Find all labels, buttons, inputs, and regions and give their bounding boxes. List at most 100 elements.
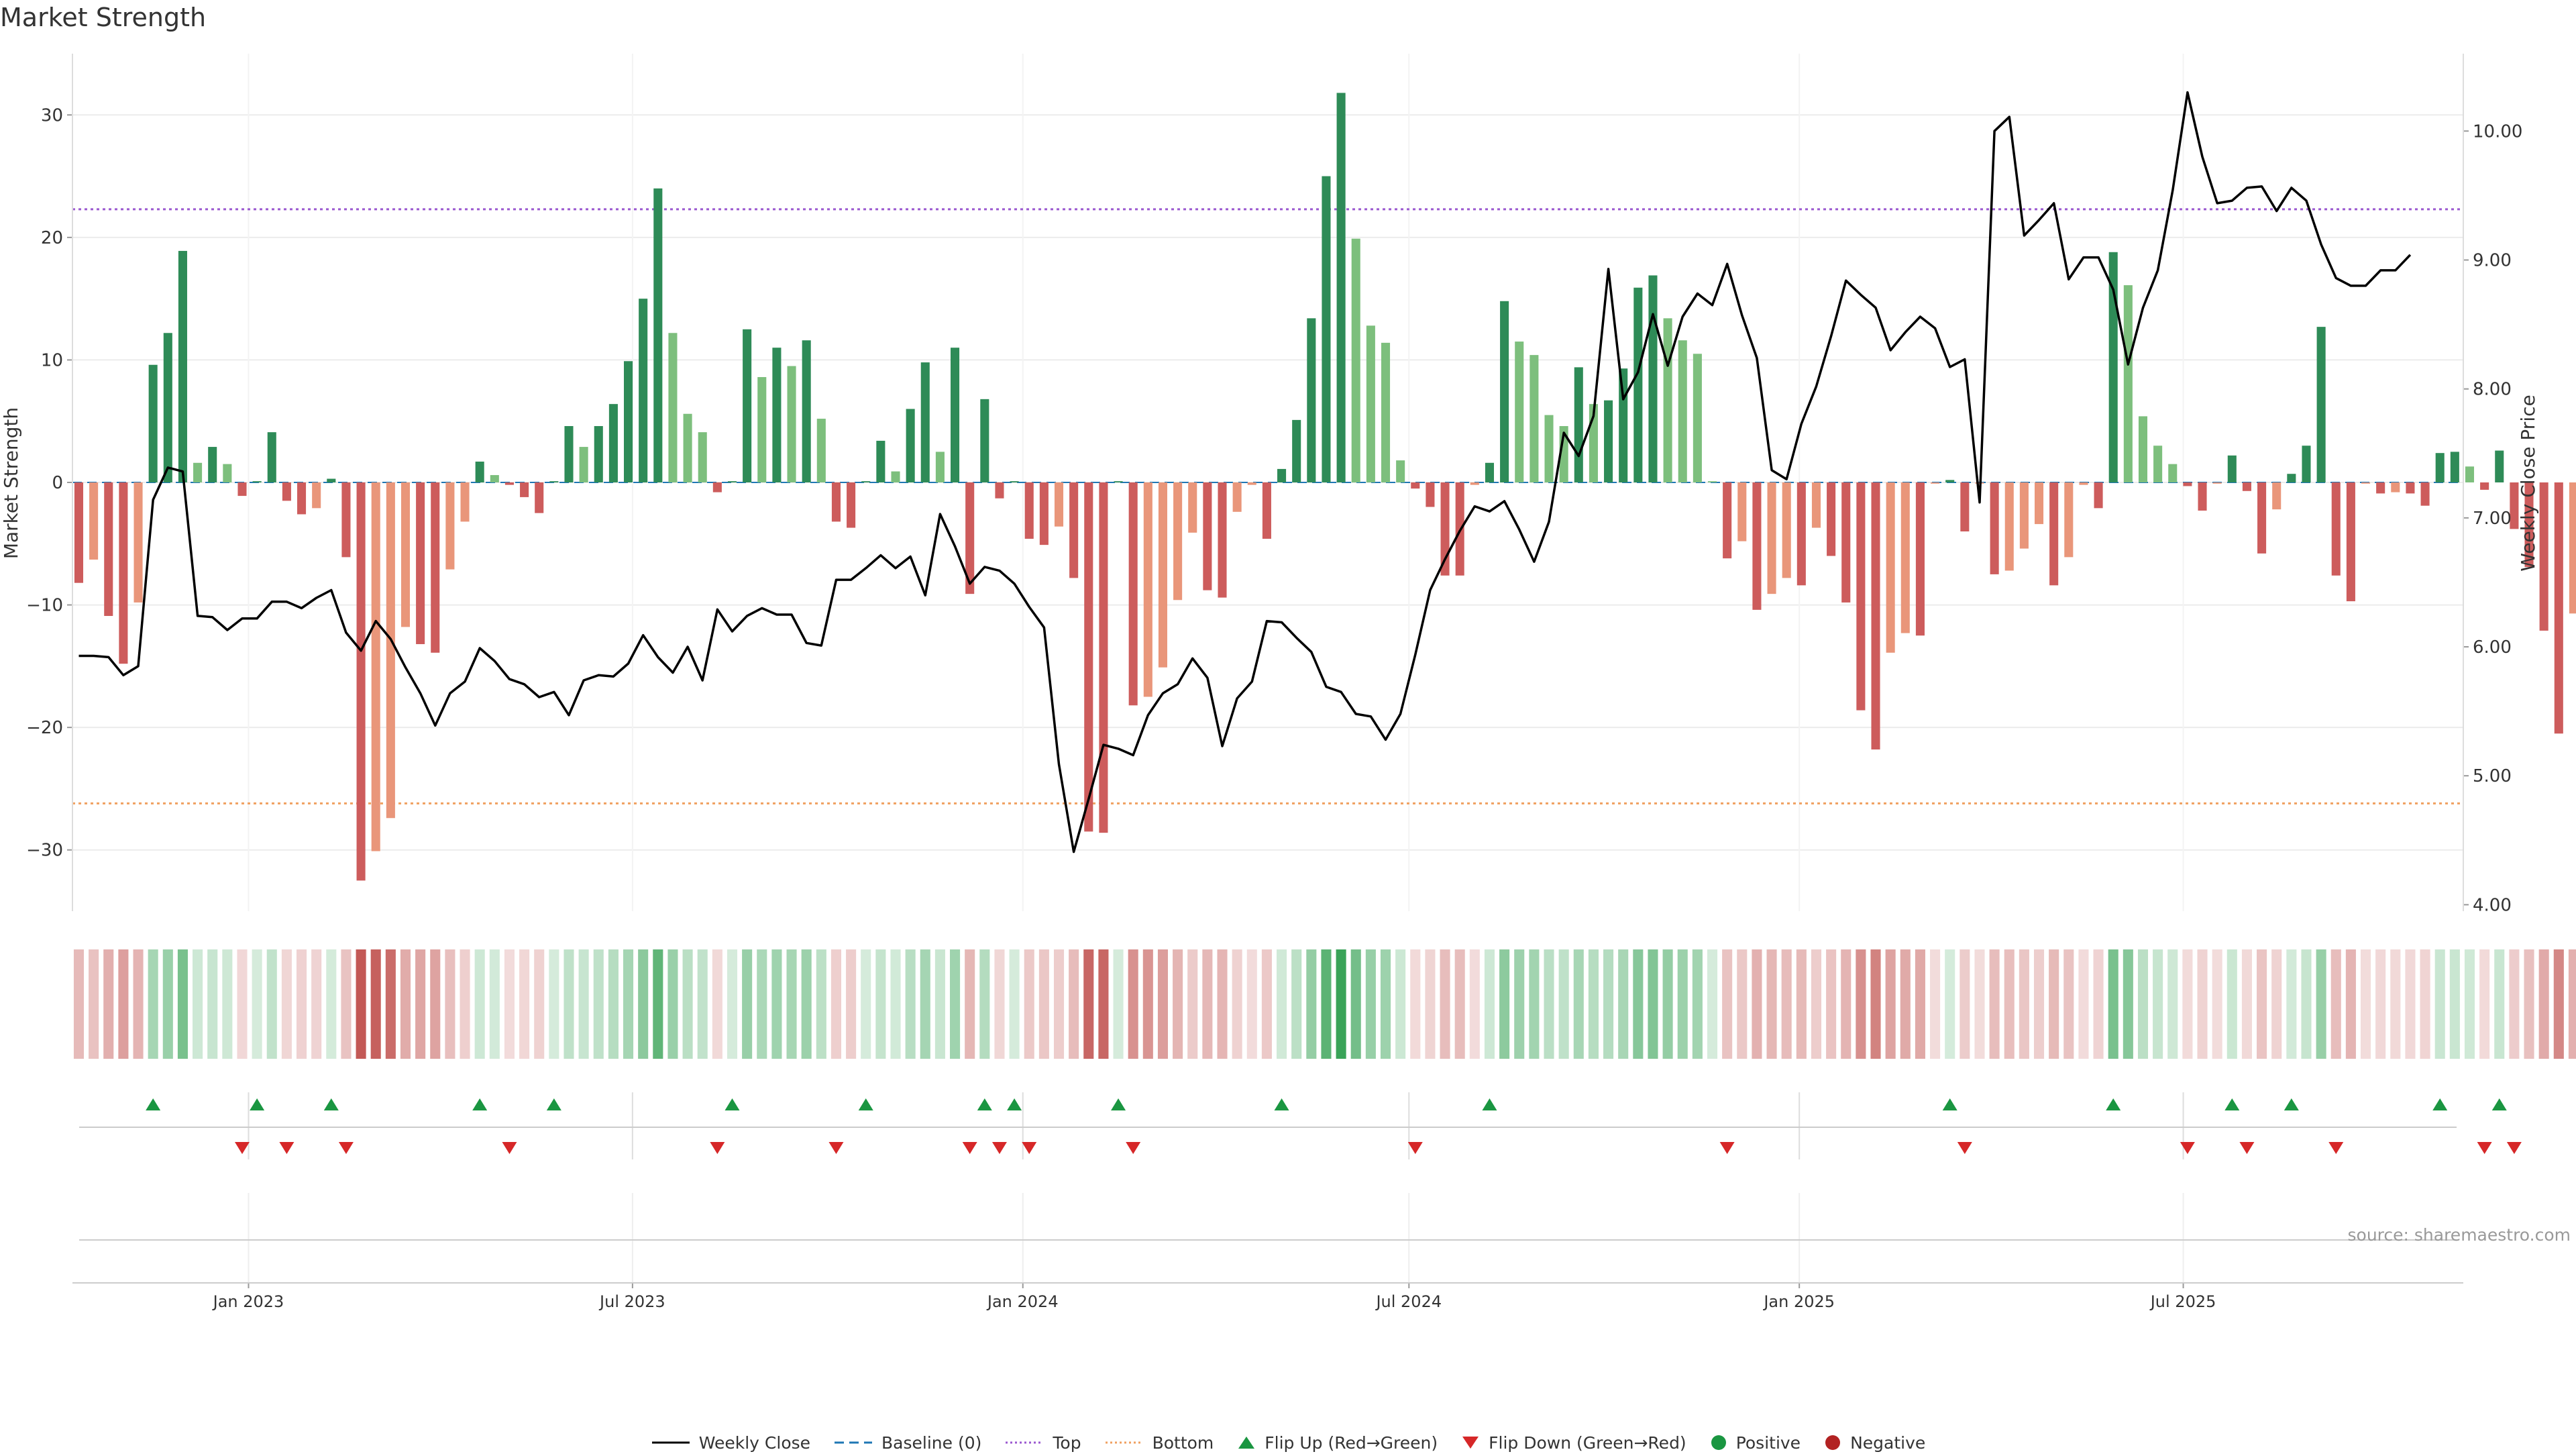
heat-cell [1499,949,1510,1059]
strength-bar [178,250,187,482]
strength-bar [2554,482,2563,734]
heat-cell [1291,949,1302,1059]
strength-bar [1648,275,1658,482]
heat-cell [757,949,767,1059]
heat-cell [965,949,975,1059]
strength-bar [2004,482,2014,571]
strength-bar [431,482,440,653]
triangle-up-icon [1238,1437,1255,1449]
flip-up-marker [2106,1098,2121,1110]
strength-bar [712,482,722,492]
strength-bar [1500,301,1509,482]
heat-cell [2078,949,2089,1059]
strength-bar [1188,482,1197,533]
heat-cell [1306,949,1317,1059]
strength-bar [1574,367,1583,482]
heat-cell [830,949,841,1059]
heat-cell [311,949,322,1059]
flip-down-marker [279,1142,294,1154]
strength-heat-strip [73,949,2576,1059]
strength-bar [1782,482,1791,578]
heat-cell [1261,949,1272,1059]
strength-bar [1143,482,1152,697]
heat-cell [430,949,441,1059]
x-tick-label: Jan 2025 [1762,1292,1835,1311]
heat-cell [1469,949,1480,1059]
strength-bar [445,482,455,570]
heat-cell [2479,949,2490,1059]
strength-bar [2465,466,2475,482]
strength-bar [816,419,826,482]
strength-bar [831,482,841,522]
strength-bar [1544,415,1554,482]
strength-bar [772,348,782,482]
legend-item-baseline: Baseline (0) [833,1433,981,1453]
heat-cell [816,949,826,1059]
heat-cell [222,949,233,1059]
strength-bar [1796,482,1806,586]
heat-cell [1395,949,1406,1059]
heat-cell [1484,949,1495,1059]
y2-tick-label: 5.00 [2473,766,2512,786]
heat-cell [638,949,649,1059]
y2-tick-label: 10.00 [2473,121,2522,142]
legend-item-bottom: Bottom [1104,1433,1214,1453]
strength-bar [2183,482,2192,486]
strength-bar [935,452,945,482]
heat-cell [2316,949,2326,1059]
heat-cell [593,949,604,1059]
heat-cell [934,949,945,1059]
strength-bar [2242,482,2251,491]
heat-cell [1662,949,1673,1059]
heat-cell [400,949,411,1059]
strength-bar [1856,482,1866,711]
strength-bar [2346,482,2355,602]
heat-cell [667,949,678,1059]
heat-cell [2330,949,2341,1059]
strength-bar [668,333,678,482]
strength-bar [267,432,276,482]
x-tick-label: Jul 2023 [598,1292,665,1311]
strength-bar [371,482,380,851]
strength-bar [624,361,633,482]
strength-bar [1945,480,1955,482]
heat-cell [2153,949,2163,1059]
heat-cell [1588,949,1599,1059]
heat-cell [1009,949,1020,1059]
heat-cell [133,949,144,1059]
heat-cell [2137,949,2149,1059]
strength-bar [1663,318,1672,482]
strength-bar [2510,482,2519,529]
heat-cell [177,949,188,1059]
x-tick-label: Jan 2024 [986,1292,1059,1311]
heat-cell [370,949,381,1059]
strength-bar [1931,482,1940,484]
heat-cell [1277,949,1287,1059]
heat-cell [1083,949,1094,1059]
strength-bar [1886,482,1895,653]
strength-bar [980,399,989,482]
flip-up-marker [2224,1098,2240,1110]
y-axis-label: Market Strength [0,407,22,559]
strength-bar [490,475,499,482]
heat-cell [742,949,753,1059]
flip-up-marker [2432,1098,2448,1110]
strength-bar [2316,327,2326,482]
flip-up-marker [977,1098,992,1110]
y-tick-label: 10 [41,350,63,370]
heat-cell [2226,949,2237,1059]
strength-bar [460,482,470,522]
heat-cell [2212,949,2222,1059]
strength-bar [1351,238,1360,482]
strength-bar [698,432,707,482]
strength-bar [1158,482,1167,668]
strength-bar [2034,482,2044,525]
heat-cell [519,949,530,1059]
flip-down-marker [2328,1142,2344,1154]
strength-bar [727,481,737,482]
strength-bar [1485,462,1495,482]
strength-bar [208,447,217,482]
heat-cell [2375,949,2386,1059]
strength-bar [906,409,915,482]
